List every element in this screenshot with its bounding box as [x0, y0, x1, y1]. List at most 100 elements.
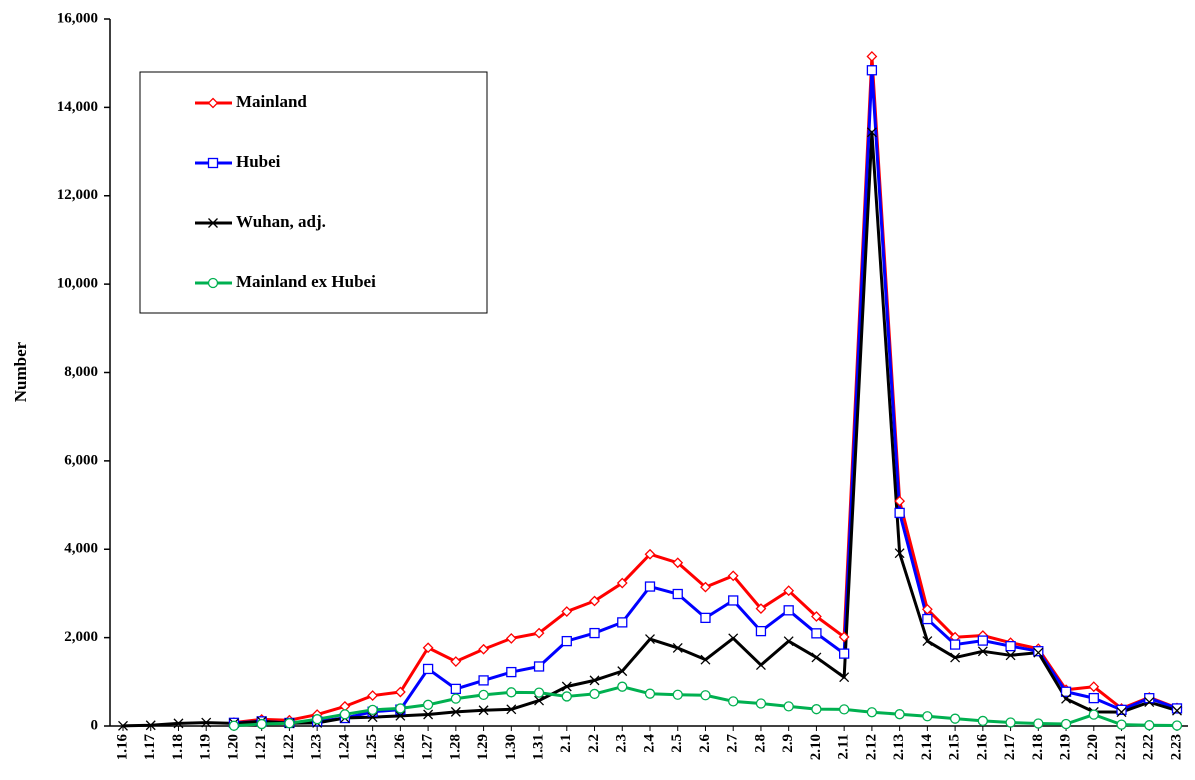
marker	[1005, 717, 1016, 728]
marker	[589, 595, 600, 607]
y-tick-label: 16,000	[57, 10, 98, 26]
x-tick-label: 2.19	[1057, 734, 1073, 760]
x-tick-label: 2.6	[697, 734, 713, 753]
legend-label: Wuhan, adj.	[236, 212, 326, 231]
marker	[866, 51, 878, 62]
marker	[894, 507, 905, 519]
marker	[755, 660, 766, 671]
marker	[173, 718, 184, 729]
marker	[672, 689, 683, 700]
x-tick-label: 1.17	[142, 734, 158, 761]
marker	[533, 687, 545, 698]
marker	[256, 718, 267, 730]
marker	[1088, 709, 1099, 720]
x-tick-label: 2.20	[1085, 734, 1101, 760]
x-tick-label: 2.21	[1113, 734, 1129, 760]
marker	[1116, 704, 1127, 715]
marker	[922, 613, 933, 625]
legend-label: Mainland	[236, 92, 307, 111]
marker	[617, 617, 628, 628]
x-tick-label: 2.12	[863, 734, 879, 760]
marker	[644, 581, 656, 592]
marker	[616, 577, 628, 589]
marker	[1061, 693, 1072, 704]
marker	[395, 710, 406, 721]
marker	[533, 627, 545, 639]
marker	[422, 642, 434, 654]
y-tick-label: 0	[91, 717, 99, 733]
marker	[783, 636, 794, 647]
marker	[367, 712, 378, 723]
marker	[894, 548, 905, 559]
marker	[1033, 646, 1044, 657]
marker	[644, 548, 656, 560]
marker	[561, 635, 572, 647]
x-tick-label: 2.2	[586, 734, 602, 753]
x-tick-label: 1.31	[530, 734, 546, 760]
x-tick-label: 1.21	[253, 734, 269, 760]
x-tick-label: 1.28	[447, 734, 463, 760]
marker	[894, 495, 906, 507]
marker	[783, 585, 795, 597]
marker	[949, 639, 961, 650]
marker	[977, 646, 988, 657]
x-tick-label: 1.22	[281, 734, 297, 760]
legend-label: Hubei	[236, 152, 281, 171]
marker	[728, 633, 739, 644]
marker	[207, 277, 219, 289]
marker	[423, 709, 434, 720]
x-tick-label: 2.3	[614, 734, 630, 753]
x-tick-label: 1.26	[392, 734, 408, 761]
marker	[1171, 720, 1183, 731]
x-tick-label: 1.25	[364, 734, 380, 760]
marker	[589, 627, 600, 639]
marker	[478, 675, 489, 686]
marker	[950, 652, 961, 663]
marker	[506, 666, 517, 678]
x-tick-label: 1.23	[309, 734, 325, 760]
marker	[728, 595, 739, 606]
y-tick-label: 14,000	[57, 99, 98, 115]
marker	[118, 720, 128, 731]
marker	[367, 690, 379, 702]
marker	[450, 706, 461, 717]
marker	[672, 588, 683, 600]
marker	[921, 603, 933, 615]
marker	[450, 656, 462, 667]
x-tick-label: 1.18	[170, 734, 186, 760]
marker	[839, 648, 850, 659]
x-tick-label: 2.11	[836, 734, 852, 759]
marker	[866, 707, 878, 718]
marker	[533, 661, 545, 672]
marker	[422, 699, 434, 710]
marker	[700, 612, 711, 624]
marker	[534, 695, 545, 706]
marker	[894, 709, 905, 720]
marker	[783, 605, 794, 616]
y-axis-label: Number	[11, 341, 30, 402]
marker	[811, 611, 822, 622]
marker	[866, 65, 878, 76]
marker	[589, 688, 600, 700]
marker	[145, 720, 156, 731]
x-tick-label: 2.14	[919, 734, 935, 761]
x-tick-label: 2.4	[641, 734, 657, 753]
marker	[589, 675, 600, 686]
marker	[1060, 718, 1072, 730]
marker	[922, 636, 933, 646]
marker	[284, 718, 295, 729]
marker	[561, 606, 573, 617]
marker	[839, 704, 850, 715]
marker	[1088, 681, 1100, 693]
marker	[644, 688, 656, 699]
marker	[811, 628, 822, 639]
marker	[1116, 719, 1127, 730]
y-tick-label: 12,000	[57, 187, 98, 203]
x-tick-label: 2.15	[947, 734, 963, 760]
x-tick-label: 2.8	[752, 734, 768, 753]
marker	[727, 570, 739, 582]
marker	[1116, 707, 1127, 718]
marker	[312, 714, 323, 725]
legend-box	[139, 71, 488, 314]
marker	[395, 703, 406, 714]
